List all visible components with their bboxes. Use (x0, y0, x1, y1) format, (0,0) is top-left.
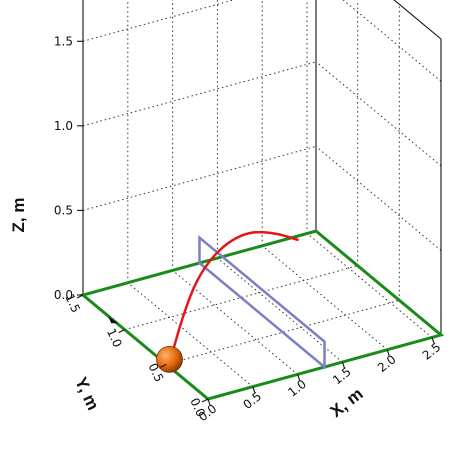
x-tick (341, 361, 345, 369)
floor-gridline-x (306, 233, 433, 338)
sidewall-gridline-z (342, 0, 442, 82)
y-tick (118, 329, 125, 334)
x-tick-label: 0.5 (241, 389, 265, 412)
z-tick-label: 0.0 (54, 288, 73, 302)
x-tick (297, 374, 301, 381)
x-tick (207, 398, 211, 406)
box-edge (393, 0, 442, 40)
z-tick-label: 0.5 (54, 203, 73, 217)
floor-gridline-x (261, 245, 388, 351)
backwall-gridline-z (82, 145, 317, 211)
net-layer (198, 234, 326, 370)
x-tick-label: 1.5 (330, 365, 354, 388)
sidewall-gridline-z (315, 146, 442, 251)
x-tick (252, 386, 256, 393)
y-tick (201, 398, 209, 403)
ticks-layer: 0.00.51.01.52.02.50.00.51.01.50.00.51.01… (54, 34, 444, 424)
x-tick (386, 349, 390, 356)
z-tick-label: 1.0 (54, 119, 73, 133)
backwall-gridline-z (82, 61, 317, 127)
spin-arrow-marker (108, 316, 119, 324)
z-tick-label: 1.5 (54, 34, 73, 48)
x-tick-label: 2.0 (375, 352, 399, 375)
x-tick (431, 337, 435, 344)
x-tick-label: 1.0 (285, 377, 309, 400)
y-tick (160, 363, 167, 368)
x-axis-title: X, m (327, 384, 367, 421)
trajectory-line (169, 230, 299, 361)
z-axis-title: Z, m (9, 198, 28, 233)
net (198, 234, 326, 370)
floor-gridline-x (172, 270, 298, 375)
sidewall-gridline-z (315, 61, 442, 167)
floor-gridline-x (217, 257, 343, 363)
x-tick-label: 2.5 (420, 340, 444, 363)
y-axis-title: Y, m (71, 374, 103, 413)
floor-gridline-x (127, 282, 254, 388)
y-tick-label: 1.0 (104, 326, 125, 349)
backwall-gridline-z (82, 0, 236, 42)
